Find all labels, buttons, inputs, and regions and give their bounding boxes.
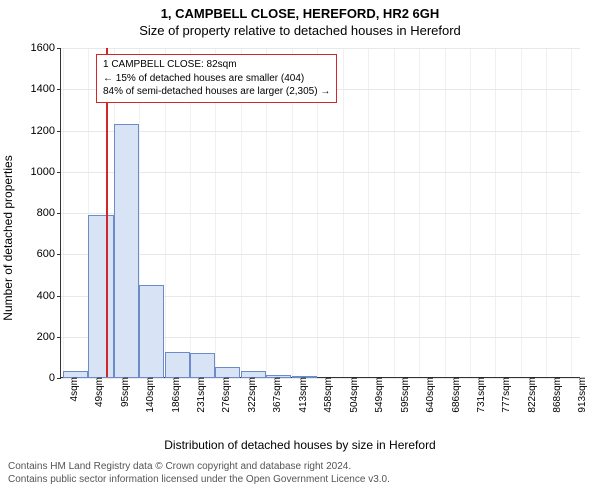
y-tick-label: 1000 bbox=[31, 166, 61, 178]
plot-area: 020040060080010001200140016004sqm49sqm95… bbox=[60, 48, 580, 378]
histogram-bar bbox=[114, 124, 139, 378]
x-tick-label: 868sqm bbox=[546, 377, 563, 413]
page-subtitle: Size of property relative to detached ho… bbox=[0, 21, 600, 38]
gridline-horizontal bbox=[61, 48, 580, 49]
footer-line-2: Contains public sector information licen… bbox=[8, 473, 592, 486]
y-tick-label: 1600 bbox=[31, 42, 61, 54]
annotation-line-2: ← 15% of detached houses are smaller (40… bbox=[103, 72, 330, 86]
y-tick-label: 1200 bbox=[31, 125, 61, 137]
histogram-bar bbox=[88, 215, 113, 378]
x-tick-label: 731sqm bbox=[470, 377, 487, 413]
reference-annotation: 1 CAMPBELL CLOSE: 82sqm ← 15% of detache… bbox=[96, 54, 337, 103]
y-axis-label: Number of detached properties bbox=[1, 155, 15, 320]
x-tick-label: 595sqm bbox=[394, 377, 411, 413]
x-tick-label: 504sqm bbox=[343, 377, 360, 413]
x-tick-label: 549sqm bbox=[368, 377, 385, 413]
x-tick-label: 322sqm bbox=[241, 377, 258, 413]
y-tick-label: 1400 bbox=[31, 83, 61, 95]
x-tick-label: 49sqm bbox=[88, 377, 105, 407]
x-tick-label: 413sqm bbox=[292, 377, 309, 413]
x-tick-label: 95sqm bbox=[114, 377, 131, 407]
histogram-bar bbox=[190, 353, 215, 378]
attribution-footer: Contains HM Land Registry data © Crown c… bbox=[0, 452, 600, 486]
y-tick-label: 600 bbox=[37, 248, 61, 260]
page-title: 1, CAMPBELL CLOSE, HEREFORD, HR2 6GH bbox=[0, 0, 600, 21]
x-tick-label: 367sqm bbox=[266, 377, 283, 413]
y-tick-label: 400 bbox=[37, 290, 61, 302]
histogram-bar bbox=[165, 352, 190, 378]
x-tick-label: 822sqm bbox=[521, 377, 538, 413]
x-tick-label: 231sqm bbox=[190, 377, 207, 413]
x-tick-label: 686sqm bbox=[445, 377, 462, 413]
x-tick-label: 640sqm bbox=[419, 377, 436, 413]
annotation-line-1: 1 CAMPBELL CLOSE: 82sqm bbox=[103, 58, 330, 72]
x-tick-label: 4sqm bbox=[63, 377, 80, 401]
chart-container: Number of detached properties 0200400600… bbox=[0, 38, 600, 438]
x-tick-label: 276sqm bbox=[215, 377, 232, 413]
x-tick-label: 186sqm bbox=[165, 377, 182, 413]
y-tick-label: 0 bbox=[49, 372, 61, 384]
annotation-line-3: 84% of semi-detached houses are larger (… bbox=[103, 85, 330, 99]
y-tick-label: 200 bbox=[37, 331, 61, 343]
histogram-bar bbox=[139, 285, 164, 378]
x-tick-label: 458sqm bbox=[317, 377, 334, 413]
x-tick-label: 140sqm bbox=[139, 377, 156, 413]
x-tick-label: 913sqm bbox=[571, 377, 588, 413]
footer-line-1: Contains HM Land Registry data © Crown c… bbox=[8, 460, 592, 473]
x-axis-title: Distribution of detached houses by size … bbox=[0, 438, 600, 452]
y-tick-label: 800 bbox=[37, 207, 61, 219]
x-tick-label: 777sqm bbox=[495, 377, 512, 413]
